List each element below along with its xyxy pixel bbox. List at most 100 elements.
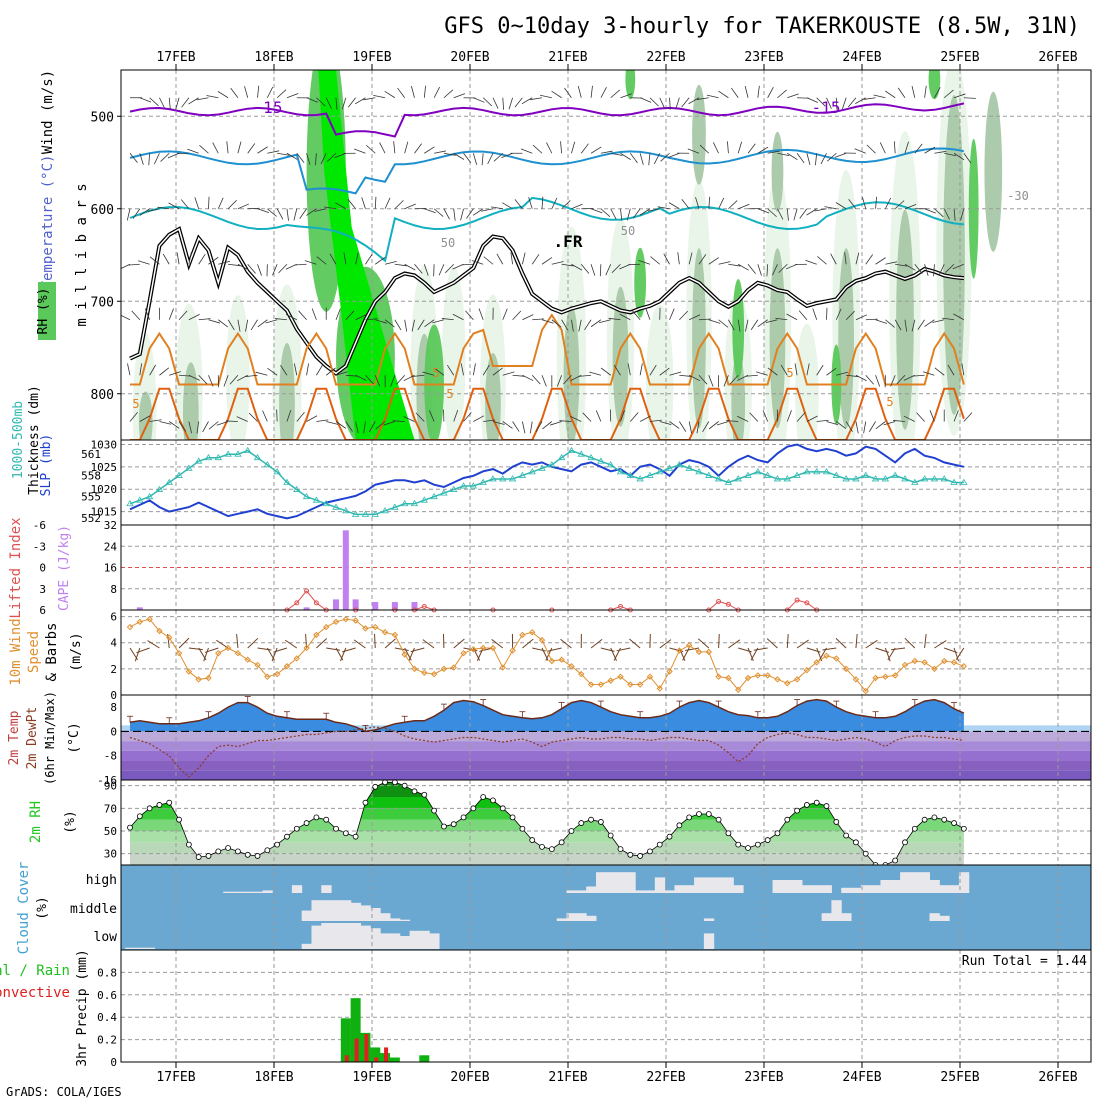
wind10-barb-85 <box>956 648 964 660</box>
wind10-label-2: Speed <box>26 631 42 673</box>
precip-convective-label: Convective <box>0 985 70 1001</box>
wind10-barb-17 <box>285 640 297 648</box>
wind10-barb-11 <box>237 634 238 648</box>
cloud-high-13 <box>253 892 263 893</box>
rh2m-point-56 <box>677 823 682 828</box>
wind10-barb-20 <box>326 648 340 650</box>
cloud-middle-19 <box>311 900 321 921</box>
cloud-high-56 <box>674 885 684 893</box>
rh2m-point-8 <box>206 853 211 858</box>
upper-air-rh-label: RH (%) <box>36 288 51 335</box>
cloud-middle-21 <box>331 900 341 921</box>
cloud-middle-23 <box>351 903 361 921</box>
cold-band-0 <box>121 731 1091 741</box>
rh2m-point-69 <box>804 802 809 807</box>
cloud-high-47 <box>586 887 596 894</box>
cloud-low-20 <box>321 923 331 949</box>
wind10-barb-82 <box>934 641 946 648</box>
contour-label-0: -15 <box>254 98 283 117</box>
contour-label-1: -15 <box>812 98 841 117</box>
slp-label: SLP (mb) <box>39 434 54 497</box>
rh2m-point-0 <box>128 825 133 830</box>
cloud-low-2 <box>145 948 155 949</box>
rh2m-point-52 <box>638 853 643 858</box>
precip-frame <box>121 950 1091 1062</box>
wind10-barb-29 <box>409 648 415 661</box>
upper-air-ylabel: m i l l i b a r s <box>74 183 90 326</box>
cloud-middle-82 <box>930 913 940 921</box>
cloud-middle-72 <box>831 900 841 921</box>
precip-convective-bar-26 <box>384 1047 388 1062</box>
top-date-label-0: 17FEB <box>156 50 195 65</box>
rh2m-point-9 <box>216 849 221 854</box>
rh2m-point-13 <box>255 853 260 858</box>
top-date-label-2: 19FEB <box>352 50 391 65</box>
wind10-barb-2 <box>136 648 149 653</box>
rh2m-label: 2m RH <box>28 801 44 843</box>
cloud-middle-83 <box>939 916 949 921</box>
rh2m-point-4 <box>167 800 172 805</box>
cloud-low-29 <box>410 931 420 949</box>
cloud-low-31 <box>429 933 439 949</box>
wind10-barb-6 <box>189 648 203 650</box>
wind10-barb-16 <box>274 648 287 652</box>
wind10-barb-30 <box>411 648 425 652</box>
rh2m-point-83 <box>942 817 947 822</box>
precip-ytick-4: 0.8 <box>97 966 117 979</box>
rh2m-point-51 <box>628 852 633 857</box>
thickness-label-1: 1000-500mb <box>11 401 26 479</box>
rh2m-point-10 <box>226 846 231 851</box>
cloud-high-49 <box>606 872 616 893</box>
contour-label-8: 5 <box>132 397 139 411</box>
wind10-barb-44 <box>548 648 562 651</box>
temp2m-unit: (°C) <box>67 722 82 753</box>
rh2m-point-64 <box>755 842 760 847</box>
wind10-barb-59 <box>698 639 709 648</box>
rh2m-point-82 <box>932 815 937 820</box>
precip-convective-bar-25 <box>374 1058 378 1062</box>
top-date-label-8: 25FEB <box>940 50 979 65</box>
rh2m-unit: (%) <box>63 810 78 833</box>
rh2m-point-16 <box>284 834 289 839</box>
wind10-ytick-0: 0 <box>110 689 117 702</box>
li-label: Lifted Index <box>8 517 24 618</box>
cape-label: CAPE (J/kg) <box>57 525 72 611</box>
rh2m-point-30 <box>422 792 427 797</box>
rh2m-point-39 <box>510 815 515 820</box>
wind10-barb-75 <box>866 640 878 648</box>
wind10-barb-47 <box>591 639 602 648</box>
cape-bar-25 <box>372 602 378 610</box>
cape-ytick-0: 8 <box>110 583 117 596</box>
rh-mid-band-2 <box>279 343 295 463</box>
contour-label-5: 50 <box>441 236 455 250</box>
rh2m-point-72 <box>834 819 839 824</box>
cloud-low-27 <box>390 933 400 949</box>
wind10-barb-66 <box>767 639 777 648</box>
upper-air-ytick-label-2: 700 <box>91 295 114 310</box>
rh2m-point-62 <box>736 842 741 847</box>
cape-ytick-3: 32 <box>104 519 117 532</box>
wind10-speed-line <box>130 619 964 691</box>
cloud-middle-46 <box>576 913 586 921</box>
cloud-high-68 <box>792 880 802 893</box>
rh2m-point-12 <box>245 852 250 857</box>
rh2m-point-57 <box>687 815 692 820</box>
wind10-barb-79 <box>891 648 905 650</box>
cloud-middle-71 <box>822 913 832 921</box>
wind10-barb-67 <box>787 634 788 648</box>
cloud-high-74 <box>851 888 861 893</box>
contour-label-4: 50 <box>621 224 635 238</box>
precip-convective-bar-23 <box>355 1038 359 1062</box>
bottom-date-label-1: 18FEB <box>254 1070 293 1085</box>
rh2m-point-29 <box>412 789 417 794</box>
rh2m-point-2 <box>147 806 152 811</box>
wind10-barb-81 <box>925 634 927 648</box>
rh2m-point-6 <box>186 842 191 847</box>
cloud-middle-24 <box>361 905 371 921</box>
rh2m-point-31 <box>432 808 437 813</box>
rh2m-point-61 <box>726 831 731 836</box>
upper-air-ytick-label-3: 800 <box>91 388 114 403</box>
cloud-high-14 <box>262 890 272 893</box>
thickness-line <box>130 451 964 515</box>
